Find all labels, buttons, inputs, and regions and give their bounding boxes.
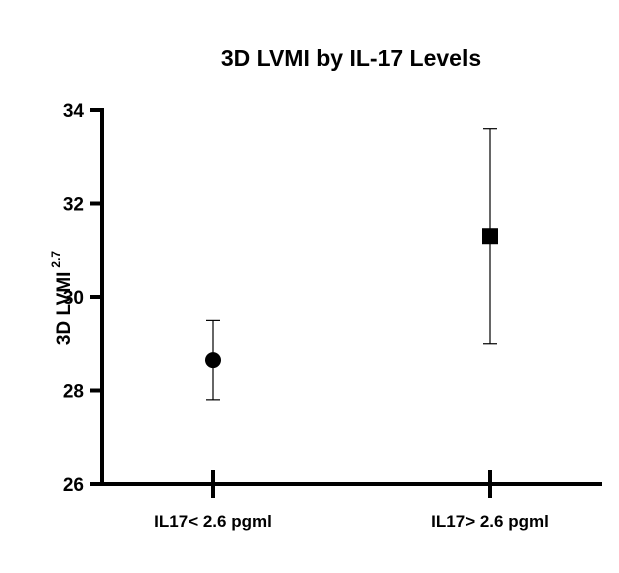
chart-title: 3D LVMI by IL-17 Levels bbox=[221, 45, 481, 71]
data-points bbox=[205, 128, 498, 401]
y-axis-label-text: 3D LVMI bbox=[54, 272, 75, 346]
y-ticks: 26 28 30 32 34 bbox=[63, 101, 102, 496]
y-tick-label: 34 bbox=[63, 101, 85, 122]
svg-text:3D LVMI2.7: 3D LVMI 2.7 bbox=[49, 251, 75, 346]
x-tick-label: IL17< 2.6 pgml bbox=[154, 512, 272, 531]
y-tick-label: 28 bbox=[63, 382, 84, 403]
x-ticks: IL17< 2.6 pgml IL17> 2.6 pgml bbox=[154, 470, 549, 531]
y-axis-label-superscript: 2.7 bbox=[49, 251, 63, 268]
y-tick-label: 32 bbox=[63, 195, 84, 216]
data-point-circle bbox=[205, 352, 221, 369]
axes bbox=[100, 108, 602, 486]
data-point-group bbox=[482, 128, 498, 345]
data-point-square bbox=[482, 228, 498, 245]
y-tick-label: 26 bbox=[63, 475, 84, 496]
x-tick-label: IL17> 2.6 pgml bbox=[431, 512, 549, 531]
y-tick-label: 30 bbox=[63, 288, 84, 309]
y-axis-label: 3D LVMI 2.7 bbox=[49, 251, 75, 346]
data-point-group bbox=[205, 319, 221, 401]
